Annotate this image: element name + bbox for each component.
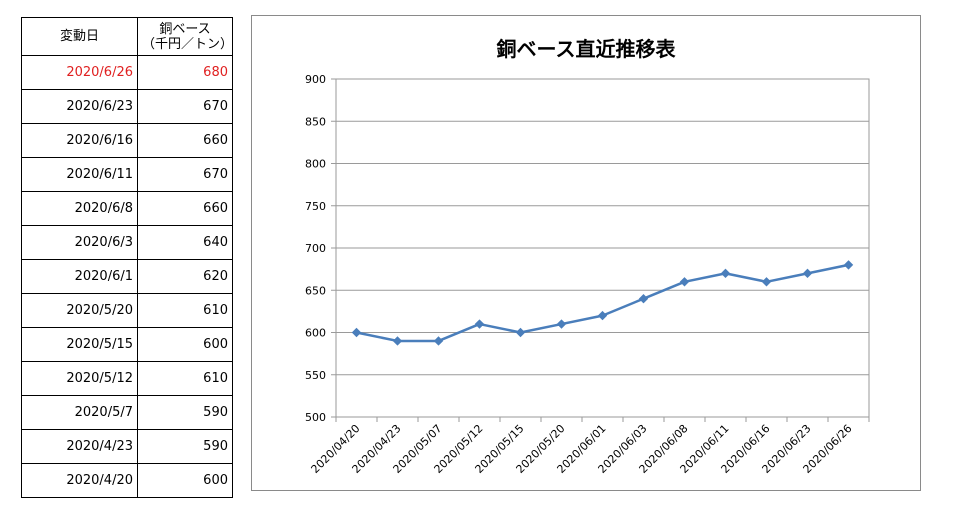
table-header-row: 変動日 銅ベース （千円／トン） xyxy=(21,17,234,56)
y-tick-label: 600 xyxy=(305,327,326,340)
row-date: 2020/6/23 xyxy=(21,89,138,124)
y-tick-label: 750 xyxy=(305,200,326,213)
table-row: 2020/6/26 680 xyxy=(21,55,233,90)
row-date: 2020/6/16 xyxy=(21,123,138,158)
row-value: 640 xyxy=(137,225,233,260)
data-point xyxy=(392,336,403,346)
table-row: 2020/4/20 600 xyxy=(21,463,233,498)
y-tick-label: 800 xyxy=(305,158,326,171)
table-row: 2020/5/20 610 xyxy=(21,293,233,328)
y-tick-label: 650 xyxy=(305,284,326,297)
row-value: 670 xyxy=(137,89,233,124)
row-date: 2020/6/11 xyxy=(21,157,138,192)
data-point xyxy=(802,268,813,279)
table-row: 2020/6/16 660 xyxy=(21,123,233,158)
table-row: 2020/6/1 620 xyxy=(21,259,233,294)
data-point xyxy=(720,268,731,279)
data-point xyxy=(843,260,854,270)
table-row: 2020/6/23 670 xyxy=(21,89,233,124)
data-point xyxy=(433,336,444,346)
row-value: 680 xyxy=(137,55,233,90)
chart-title: 銅ベース直近推移表 xyxy=(497,37,677,61)
y-tick-label: 550 xyxy=(305,369,326,382)
table-row: 2020/4/23 590 xyxy=(21,429,233,464)
row-value: 610 xyxy=(137,293,233,328)
row-value: 660 xyxy=(137,191,233,226)
row-date: 2020/4/20 xyxy=(21,463,138,498)
row-date: 2020/6/8 xyxy=(21,191,138,226)
table-body: 2020/6/26 680 2020/6/23 670 2020/6/16 660 2020… xyxy=(21,55,233,498)
header-value: 銅ベース （千円／トン） xyxy=(137,17,234,56)
row-value: 660 xyxy=(137,123,233,158)
data-point xyxy=(556,319,567,329)
data-point xyxy=(638,293,649,304)
row-value: 670 xyxy=(137,157,233,192)
row-value: 620 xyxy=(137,259,233,294)
row-value: 610 xyxy=(137,361,233,396)
data-point xyxy=(474,319,485,329)
row-value: 590 xyxy=(137,395,233,430)
row-date: 2020/6/26 xyxy=(21,55,138,90)
line-chart: 銅ベース直近推移表 500550600650700750800850900202… xyxy=(305,37,870,476)
table-row: 2020/5/15 600 xyxy=(21,327,233,362)
series-line xyxy=(356,263,849,343)
chart-frame: 銅ベース直近推移表 500 550 600 650 700 750 800 850 900 202… xyxy=(251,15,921,491)
data-point xyxy=(515,327,526,338)
header-date: 変動日 xyxy=(21,17,138,56)
y-tick-label: 900 xyxy=(305,73,326,86)
row-date: 2020/5/7 xyxy=(21,395,138,430)
price-table: 変動日 銅ベース （千円／トン） 2020/6/26 680 2020/6/23 67… xyxy=(21,17,233,498)
y-tick-label: 850 xyxy=(305,115,326,128)
row-date: 2020/5/15 xyxy=(21,327,138,362)
plot-area xyxy=(335,78,870,418)
table-row: 2020/5/7 590 xyxy=(21,395,233,430)
table-row: 2020/6/8 660 xyxy=(21,191,233,226)
data-point xyxy=(597,310,608,321)
data-point xyxy=(351,327,362,338)
row-date: 2020/4/23 xyxy=(21,429,138,464)
row-date: 2020/5/20 xyxy=(21,293,138,328)
table-row: 2020/6/3 640 xyxy=(21,225,233,260)
table-row: 2020/6/11 670 xyxy=(21,157,233,192)
row-value: 600 xyxy=(137,463,233,498)
row-value: 590 xyxy=(137,429,233,464)
row-value: 600 xyxy=(137,327,233,362)
row-date: 2020/6/3 xyxy=(21,225,138,260)
y-tick-label: 500 xyxy=(305,411,326,424)
table-row: 2020/5/12 610 xyxy=(21,361,233,396)
data-point xyxy=(761,277,772,287)
header-value-line2: （千円／トン） xyxy=(142,36,234,52)
row-date: 2020/5/12 xyxy=(21,361,138,396)
data-point xyxy=(679,277,690,287)
header-value-line1: 銅ベース xyxy=(159,21,211,37)
row-date: 2020/6/1 xyxy=(21,259,138,294)
y-tick-label: 700 xyxy=(305,242,326,255)
